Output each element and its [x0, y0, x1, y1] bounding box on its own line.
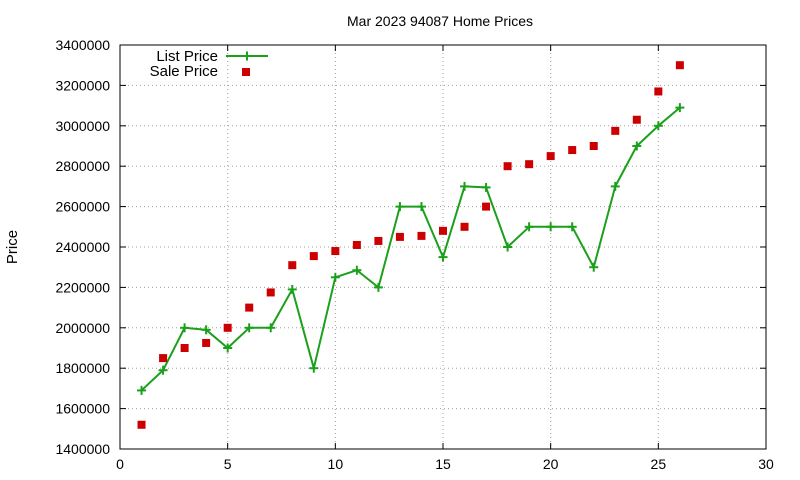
y-axis-tick-labels: 1400000 1600000 1800000 2000000 2200000 24000…	[55, 37, 110, 457]
sale-price-point	[266, 288, 275, 297]
list-price-point	[158, 365, 168, 375]
y-tick-label: 1800000	[55, 360, 110, 376]
list-price-point	[309, 363, 319, 373]
sale-price-point	[460, 222, 469, 231]
list-price-point	[481, 182, 491, 192]
legend: List Price Sale Price	[150, 48, 268, 80]
x-tick-label: 10	[328, 456, 344, 472]
sale-price-point	[309, 252, 318, 261]
list-price-point	[137, 385, 147, 395]
y-tick-label: 2600000	[55, 199, 110, 215]
y-tick-label: 3200000	[55, 77, 110, 93]
sale-price-point	[611, 126, 620, 135]
list-price-point	[632, 141, 642, 151]
sale-price-point	[202, 338, 211, 347]
sale-price-point	[417, 231, 426, 240]
list-price-point	[352, 265, 362, 275]
sale-price-point	[589, 142, 598, 150]
sale-price-point	[374, 236, 383, 245]
chart-title: Mar 2023 94087 Home Prices	[347, 13, 533, 29]
list-price-point	[567, 222, 577, 232]
sale-price-point	[352, 240, 361, 249]
y-tick-label: 2000000	[55, 320, 110, 336]
legend-symbol-list-price	[226, 51, 268, 61]
x-tick-label: 0	[116, 456, 124, 472]
sale-price-point	[503, 162, 512, 171]
sale-price-point	[568, 146, 577, 155]
list-price-point	[180, 323, 190, 333]
y-axis-label: Price	[4, 230, 21, 264]
x-tick-label: 15	[435, 456, 451, 472]
y-tick-label: 2800000	[55, 158, 110, 174]
legend-label-list-price: List Price	[156, 48, 218, 65]
list-price-point	[395, 202, 405, 212]
sale-price-point	[180, 344, 189, 352]
sale-price-point	[439, 226, 447, 235]
sale-price-point	[675, 61, 684, 70]
y-tick-label: 2400000	[55, 239, 110, 255]
series-sale-price	[137, 61, 684, 429]
list-price-point	[589, 262, 599, 272]
legend-symbol-sale-price	[242, 68, 250, 76]
sale-price-point	[288, 261, 297, 270]
x-tick-label: 30	[758, 456, 774, 472]
list-price-point	[524, 222, 534, 232]
y-tick-label: 1600000	[55, 401, 110, 417]
legend-label-sale-price: Sale Price	[150, 63, 218, 80]
y-tick-label: 1400000	[55, 441, 110, 457]
sale-price-point	[223, 323, 232, 332]
list-price-point	[201, 325, 211, 335]
x-axis-tick-labels: 0 5 10 15 20 25 30	[116, 456, 774, 472]
list-price-point	[244, 323, 254, 333]
list-price-point	[223, 343, 233, 353]
x-tick-label: 20	[543, 456, 559, 472]
y-tick-label: 3000000	[55, 118, 110, 134]
x-tick-label: 25	[651, 456, 667, 472]
legend-plus-marker	[242, 51, 252, 61]
list-price-point	[675, 103, 685, 113]
sale-price-point	[525, 160, 534, 169]
list-price-point	[653, 121, 663, 131]
list-price-point	[503, 242, 513, 252]
list-price-point	[266, 323, 276, 333]
series-list-price	[137, 103, 685, 395]
x-tick-label: 5	[224, 456, 232, 472]
sale-price-point	[395, 232, 404, 241]
sale-price-point	[632, 115, 641, 124]
legend-square-marker	[242, 68, 250, 76]
sale-price-point	[159, 354, 168, 363]
list-price-point	[287, 284, 297, 294]
sale-price-point	[482, 202, 491, 211]
grid	[120, 45, 766, 449]
sale-price-point	[654, 87, 663, 96]
y-tick-label: 3400000	[55, 37, 110, 53]
list-price-point	[438, 252, 448, 262]
sale-price-point	[137, 420, 146, 429]
list-price-point	[416, 202, 426, 212]
list-price-point	[330, 272, 340, 282]
sale-price-point	[245, 303, 254, 312]
list-price-point	[546, 222, 556, 232]
series	[137, 61, 685, 429]
sale-price-point	[331, 247, 340, 256]
sale-price-point	[546, 152, 555, 161]
list-price-line	[140, 106, 681, 392]
list-price-point	[610, 181, 620, 191]
axis-ticks	[119, 44, 767, 450]
list-price-point	[460, 181, 470, 191]
list-price-point	[373, 282, 383, 292]
y-tick-label: 2200000	[55, 279, 110, 295]
